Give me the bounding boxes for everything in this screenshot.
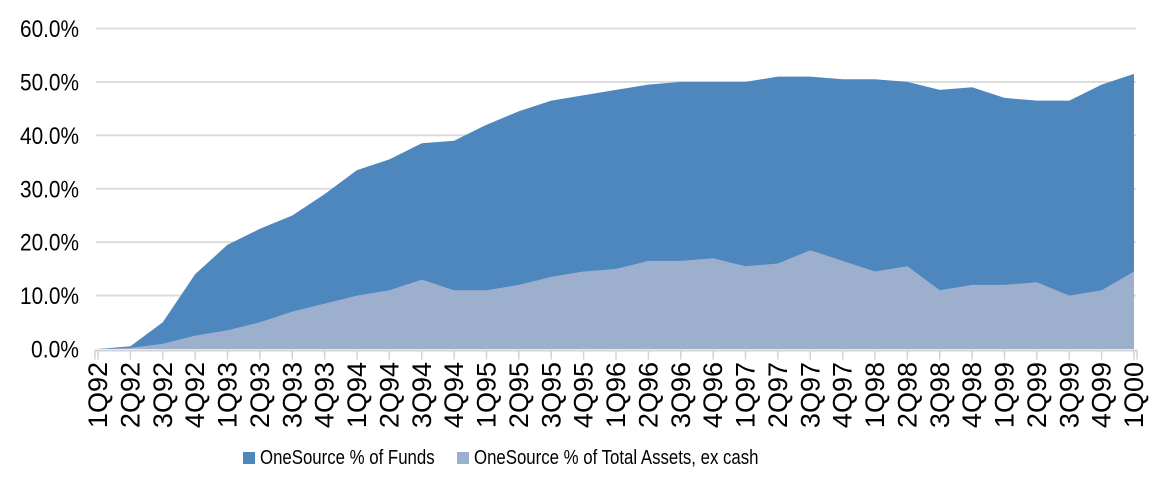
- x-axis-label: 2Q96: [633, 362, 663, 428]
- x-axis-label: 1Q00: [1119, 362, 1149, 428]
- x-axis-label: 4Q95: [569, 362, 599, 428]
- y-axis-label: 0.0%: [31, 337, 79, 364]
- x-axis-label: 2Q93: [245, 362, 275, 428]
- area-series-1: [98, 250, 1134, 349]
- x-axis-label: 2Q99: [1022, 362, 1052, 428]
- x-axis-label: 1Q97: [731, 362, 761, 428]
- legend-label-assets: OneSource % of Total Assets, ex cash: [474, 446, 759, 469]
- x-axis-label: 2Q92: [115, 362, 145, 428]
- y-axis-label: 60.0%: [20, 16, 79, 43]
- x-axis-label: 3Q93: [277, 362, 307, 428]
- x-axis-label: 3Q96: [666, 362, 696, 428]
- plot-area: 0.0%10.0%20.0%30.0%40.0%50.0%60.0%1Q92 2Q…: [20, 16, 1149, 428]
- y-axis-label: 30.0%: [20, 176, 79, 203]
- x-axis-label: 4Q99: [1087, 362, 1117, 428]
- x-axis-label: 4Q98: [957, 362, 987, 428]
- x-axis-label: 3Q94: [407, 362, 437, 428]
- x-axis-label: 3Q97: [795, 362, 825, 428]
- x-axis-label: 1Q92: [83, 362, 113, 428]
- x-axis-label: 4Q92: [180, 362, 210, 428]
- legend-item-assets[interactable]: OneSource % of Total Assets, ex cash: [457, 446, 813, 470]
- x-axis-label: 3Q98: [925, 362, 955, 428]
- legend-item-funds[interactable]: OneSource % of Funds: [243, 446, 468, 470]
- legend-label-funds: OneSource % of Funds: [260, 446, 435, 469]
- x-axis-label: 3Q92: [148, 362, 178, 428]
- x-axis-label: 1Q94: [342, 362, 372, 428]
- x-axis-label: 1Q96: [601, 362, 631, 428]
- legend-swatch-assets: [457, 452, 469, 464]
- x-axis-label: 2Q97: [763, 362, 793, 428]
- y-axis-label: 40.0%: [20, 123, 79, 150]
- legend: OneSource % of Funds OneSource % of Tota…: [0, 446, 1152, 474]
- x-axis-label: 1Q99: [990, 362, 1020, 428]
- legend-swatch-funds: [243, 452, 255, 464]
- y-axis-label: 50.0%: [20, 69, 79, 96]
- x-axis-label: 3Q95: [536, 362, 566, 428]
- x-axis-label: 1Q95: [472, 362, 502, 428]
- x-axis-label: 1Q98: [860, 362, 890, 428]
- y-axis-label: 10.0%: [20, 283, 79, 310]
- x-axis-label: 4Q96: [698, 362, 728, 428]
- x-axis-label: 4Q97: [828, 362, 858, 428]
- x-axis-label: 4Q93: [310, 362, 340, 428]
- x-axis-label: 2Q94: [374, 362, 404, 428]
- x-axis-label: 2Q95: [504, 362, 534, 428]
- x-axis-label: 4Q94: [439, 362, 469, 428]
- y-axis-label: 20.0%: [20, 230, 79, 257]
- x-axis-label: 1Q93: [213, 362, 243, 428]
- x-axis-label: 2Q98: [892, 362, 922, 428]
- x-axis-label: 3Q99: [1054, 362, 1084, 428]
